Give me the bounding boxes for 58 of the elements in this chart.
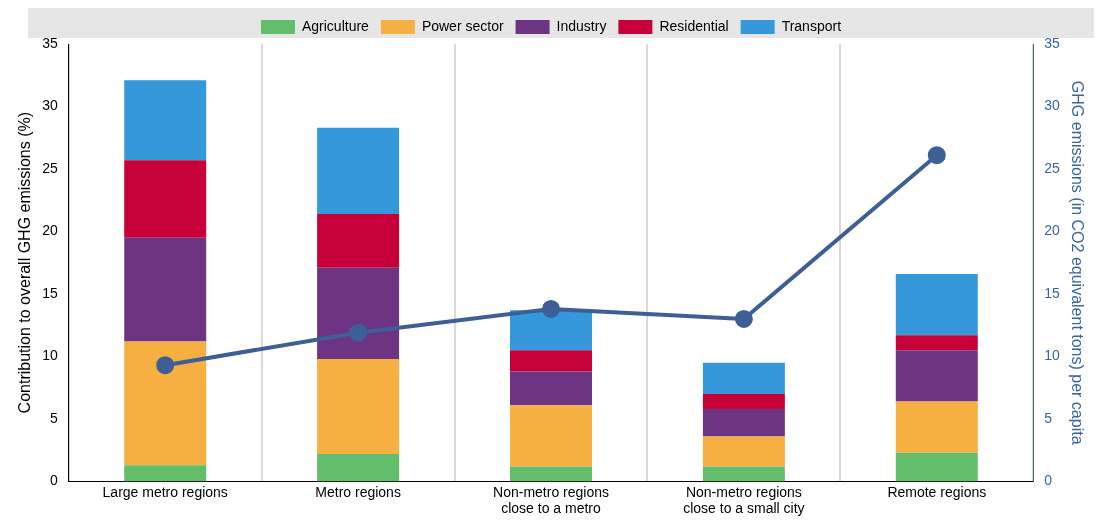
bar	[317, 127, 400, 214]
legend-label: Residential	[659, 17, 729, 34]
legend-label: Industry	[556, 17, 607, 34]
point	[349, 323, 368, 342]
bar	[124, 341, 207, 466]
bar	[895, 273, 978, 336]
y2-tick-label: 30	[1044, 97, 1061, 114]
y-tick-label: 15	[42, 284, 58, 301]
bar	[895, 335, 978, 351]
point	[927, 146, 946, 165]
y2-tick-label: 0	[1044, 472, 1053, 489]
bar	[124, 80, 207, 161]
y-tick-label: 5	[49, 409, 58, 426]
bar	[124, 237, 207, 342]
x-tick-label: Remote regions	[887, 483, 987, 500]
bar	[317, 453, 400, 482]
x-tick-label: Non-metro regions close to a small city	[683, 483, 805, 517]
y2-tick-label: 20	[1044, 222, 1061, 239]
y2-tick-label: 35	[1044, 34, 1061, 51]
bar	[702, 408, 785, 437]
y2-tick-label: 15	[1044, 284, 1061, 301]
y-tick-label: 0	[49, 472, 58, 489]
x-tick-label: Metro regions	[315, 483, 401, 500]
bar	[510, 371, 592, 406]
y-tick-label: 25	[42, 159, 58, 176]
x-tick-label: Large metro regions	[102, 483, 228, 500]
y2-tick-label: 5	[1044, 409, 1053, 426]
y2-tick-label: 25	[1044, 159, 1061, 176]
y2-axis-title: GHG emissions (in CO2 equivalent tons) per capita	[1068, 80, 1086, 445]
bar	[317, 267, 400, 359]
x-tick-label: Non-metro regions close to a metro	[493, 483, 609, 517]
bar	[895, 401, 978, 453]
legend-label: Transport	[781, 17, 842, 34]
point	[156, 356, 175, 375]
bar	[895, 350, 978, 402]
bar	[317, 213, 400, 268]
legend-label: Power sector	[421, 17, 504, 34]
y-tick-label: 20	[42, 222, 58, 239]
bar	[124, 465, 207, 482]
y-tick-label: 35	[42, 34, 58, 51]
bar	[702, 362, 785, 394]
bar	[702, 393, 785, 409]
point	[734, 309, 753, 328]
bar	[510, 310, 592, 351]
bar	[510, 466, 592, 482]
bar	[702, 436, 785, 467]
bar	[510, 405, 592, 467]
y-tick-label: 10	[42, 347, 58, 364]
y-tick-label: 30	[42, 97, 58, 114]
bar	[895, 452, 978, 482]
bar	[124, 160, 207, 238]
bar	[702, 466, 785, 482]
bar	[510, 350, 592, 372]
point	[542, 299, 560, 318]
bar	[317, 358, 400, 454]
y2-tick-label: 10	[1044, 347, 1061, 364]
y-axis-title: Contribution to overall GHG emissions (%)	[16, 111, 34, 414]
legend-label: Agriculture	[301, 17, 370, 34]
